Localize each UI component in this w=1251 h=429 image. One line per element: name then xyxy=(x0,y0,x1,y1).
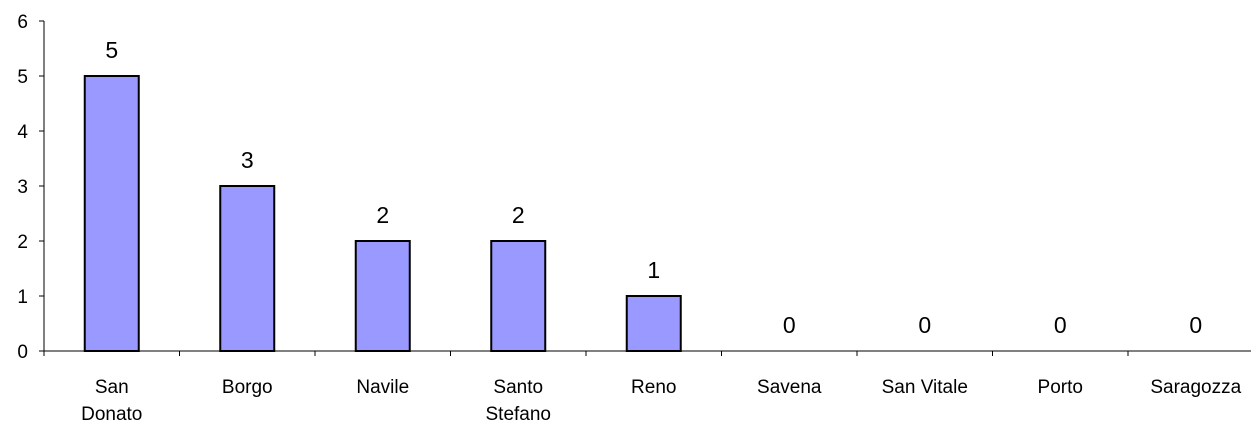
category-label-line: Porto xyxy=(1038,377,1083,398)
data-label: 2 xyxy=(512,202,525,228)
chart-bars xyxy=(83,75,682,352)
category-label: Saragozza xyxy=(1150,377,1241,398)
bar xyxy=(354,240,411,352)
y-tick-label: 3 xyxy=(17,177,28,198)
data-label: 5 xyxy=(105,37,118,63)
category-label-line: Donato xyxy=(81,404,142,425)
y-tick-label: 6 xyxy=(17,12,28,33)
category-label: Reno xyxy=(631,377,676,398)
bar xyxy=(625,295,682,352)
bar xyxy=(83,75,140,352)
data-label: 0 xyxy=(783,312,796,338)
data-label: 2 xyxy=(376,202,389,228)
category-label: San Donato xyxy=(81,377,142,425)
category-label-line: Santo xyxy=(493,377,543,398)
category-label-line: Borgo xyxy=(222,377,273,398)
data-label: 3 xyxy=(241,147,254,173)
category-label-line: Savena xyxy=(757,377,822,398)
y-tick-label: 2 xyxy=(17,232,28,253)
data-label: 0 xyxy=(918,312,931,338)
category-label: Navile xyxy=(356,377,409,398)
category-label-line: San xyxy=(95,377,129,398)
y-tick-label: 4 xyxy=(17,122,28,143)
category-label-line: San Vitale xyxy=(882,377,968,398)
category-label-line: Navile xyxy=(356,377,409,398)
y-tick-label: 1 xyxy=(17,287,28,308)
bar xyxy=(219,185,276,352)
category-label-line: Reno xyxy=(631,377,676,398)
bar xyxy=(490,240,547,352)
y-tick-label: 5 xyxy=(17,67,28,88)
chart-labels: 5 San Donato 3 Borgo 2 Navile 2 Santo Stefano 1 Ren… xyxy=(81,37,1241,425)
category-label-line: Saragozza xyxy=(1150,377,1241,398)
category-label: Borgo xyxy=(222,377,273,398)
data-label: 0 xyxy=(1054,312,1067,338)
category-label: Porto xyxy=(1038,377,1083,398)
category-label: San Vitale xyxy=(882,377,968,398)
data-label: 0 xyxy=(1189,312,1202,338)
data-label: 1 xyxy=(647,257,660,283)
category-label: Santo Stefano xyxy=(486,377,552,425)
category-label-line: Stefano xyxy=(486,404,552,425)
category-label: Savena xyxy=(757,377,822,398)
y-tick-label: 0 xyxy=(17,342,28,363)
